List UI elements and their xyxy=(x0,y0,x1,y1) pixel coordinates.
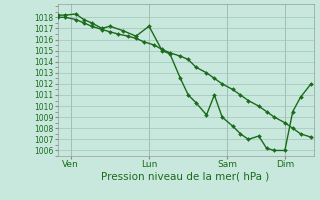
X-axis label: Pression niveau de la mer( hPa ): Pression niveau de la mer( hPa ) xyxy=(101,172,270,182)
